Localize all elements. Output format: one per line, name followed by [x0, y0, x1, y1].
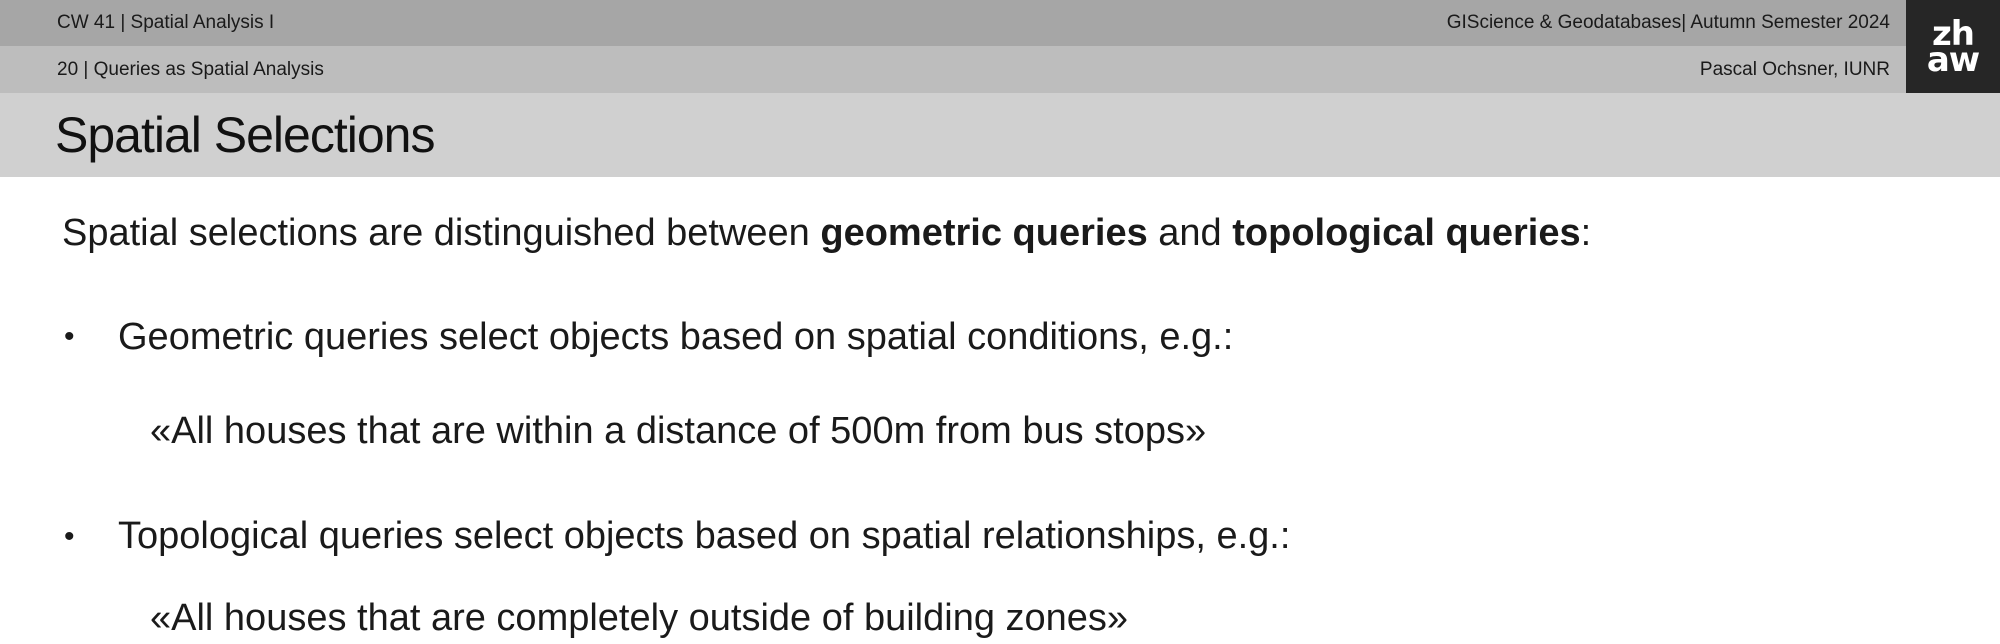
header-bar-top [0, 0, 1906, 46]
intro-middle: and [1147, 212, 1233, 254]
intro-paragraph: Spatial selections are distinguished bet… [62, 212, 1591, 255]
intro-suffix: : [1580, 212, 1592, 254]
example-geometric-query: «All houses that are within a distance o… [150, 410, 1207, 452]
logo-text-top: zh [1932, 13, 1975, 54]
title-bar [0, 93, 2000, 177]
bullet-geometric-queries: Geometric queries select objects based o… [118, 316, 1234, 358]
course-label: CW 41 | Spatial Analysis I [57, 12, 275, 33]
zhaw-logo: zh aw [1906, 0, 2000, 93]
intro-prefix: Spatial selections are distinguished bet… [62, 212, 821, 254]
bullet-topological-queries: Topological queries select objects based… [118, 515, 1291, 557]
bullet-marker: • [64, 320, 75, 353]
header-bar-bottom [0, 46, 1906, 93]
logo-text-bottom: aw [1926, 39, 1980, 80]
slide-title: Spatial Selections [55, 107, 435, 163]
semester-label: GIScience & Geodatabases| Autumn Semeste… [1446, 12, 1890, 33]
term-geometric-queries: geometric queries [820, 212, 1148, 254]
author-label: Pascal Ochsner, IUNR [1699, 59, 1890, 80]
example-topological-query: «All houses that are completely outside … [150, 597, 1129, 639]
lecture-label: 20 | Queries as Spatial Analysis [57, 59, 324, 80]
term-topological-queries: topological queries [1232, 212, 1581, 254]
bullet-marker: • [64, 520, 75, 553]
